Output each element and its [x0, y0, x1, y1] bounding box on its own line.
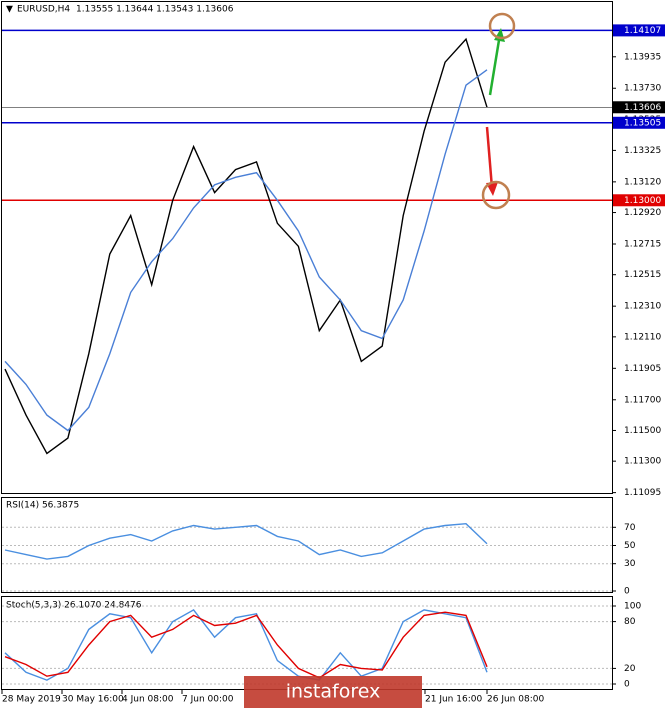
header-arrow: ▼ [6, 5, 13, 15]
price-label-box [613, 24, 665, 37]
y-tick-label: 1.11300 [624, 457, 661, 467]
y-tick-label: 1.12515 [624, 270, 661, 280]
series-line [4, 608, 488, 681]
y-tick-label: 50 [624, 541, 636, 551]
x-tick-label: 30 May 16:00 [62, 695, 124, 705]
up-arrow [488, 33, 502, 96]
price-label: 1.13505 [624, 118, 661, 128]
watermark: instaforex [286, 681, 381, 703]
y-tick-label: 1.13730 [624, 84, 661, 94]
y-tick-label: 70 [624, 523, 636, 533]
series-line [4, 37, 488, 455]
y-tick-label: 1.13120 [624, 177, 661, 187]
series-line [4, 69, 488, 432]
y-tick-label: 1.11905 [624, 364, 661, 374]
series-line [4, 611, 488, 679]
y-tick-label: 20 [624, 664, 636, 674]
ohlc: 1.13555 1.13644 1.13543 1.13606 [76, 5, 234, 15]
y-tick-label: 0 [624, 680, 630, 690]
x-tick-label: 28 May 2019 [2, 695, 61, 705]
y-tick-label: 1.12920 [624, 208, 661, 218]
target-circle [488, 12, 516, 40]
y-tick-label: 1.12715 [624, 240, 661, 250]
down-arrow [485, 126, 494, 189]
x-tick-label: 26 Jun 08:00 [487, 695, 544, 705]
target-circle [481, 180, 511, 210]
y-tick-label: 1.12310 [624, 302, 661, 312]
price-label: 1.13606 [624, 103, 661, 113]
x-tick-label: 4 Jun 08:00 [122, 695, 174, 705]
x-tick-label: 7 Jun 00:00 [182, 695, 234, 705]
y-tick-label: 1.11700 [624, 395, 661, 405]
rsi-title: RSI(14) 56.3875 [6, 501, 79, 511]
x-tick-label: 21 Jun 16:00 [425, 695, 482, 705]
watermark-box [244, 676, 422, 708]
price-label: 1.13000 [624, 196, 661, 206]
main-panel [1, 1, 613, 494]
y-tick-label: 1.12110 [624, 332, 661, 342]
y-tick-label: 1.11095 [624, 488, 661, 498]
price-label-box [613, 116, 665, 129]
y-tick-label: 1.13935 [624, 52, 661, 62]
y-tick-label: 0 [624, 587, 630, 597]
y-tick-label: 1.11500 [624, 426, 661, 436]
y-tick-label: 100 [624, 602, 641, 612]
y-tick-label: 80 [624, 617, 636, 627]
series-line [4, 522, 488, 560]
y-tick-label: 1.13325 [624, 146, 661, 156]
stoch-title: Stoch(5,3,3) 26.1070 24.8476 [6, 601, 142, 611]
y-tick-label: 30 [624, 559, 636, 569]
price-label: 1.14107 [624, 26, 661, 36]
price-label-box [613, 101, 665, 114]
symbol: EURUSD,H4 [17, 5, 70, 15]
price-label-box [613, 194, 665, 207]
